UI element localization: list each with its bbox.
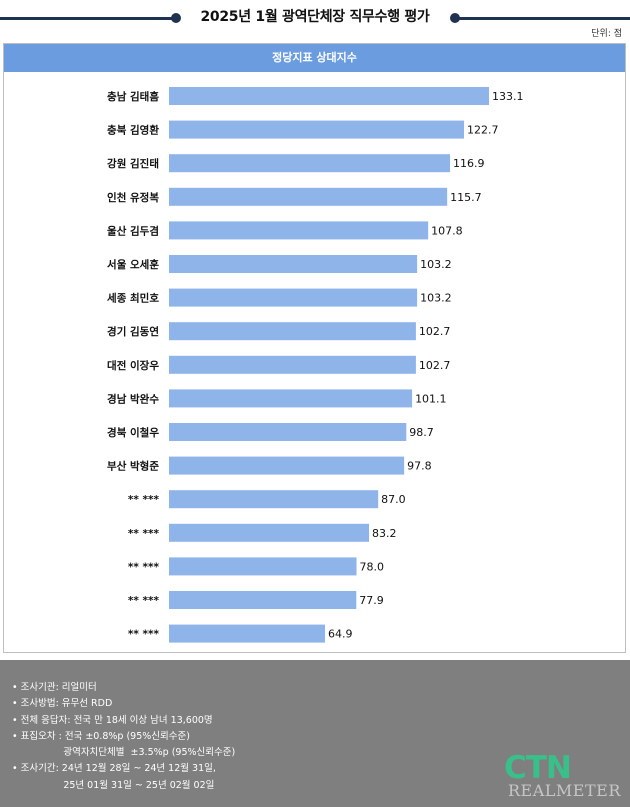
bar <box>169 288 418 307</box>
category-label: 인천 유정복 <box>107 191 159 204</box>
survey-notes: • 조사기관: 리얼미터 • 조사방법: 유무선 RDD • 전체 응답자: 전국 … <box>12 680 235 794</box>
bar <box>169 322 416 341</box>
category-label: 대전 이장우 <box>107 359 159 372</box>
bar <box>169 557 357 576</box>
category-label: ** *** <box>128 629 160 641</box>
value-label: 98.7 <box>409 426 434 439</box>
value-label: 78.0 <box>360 560 385 573</box>
title-rule-right <box>455 17 630 20</box>
category-label: 서울 오세훈 <box>107 258 159 271</box>
category-label: ** *** <box>128 528 160 540</box>
value-label: 83.2 <box>372 527 397 540</box>
bar <box>169 624 326 643</box>
category-label: 충남 김태흠 <box>107 90 159 103</box>
bar <box>169 423 407 441</box>
category-label: ** *** <box>128 561 160 573</box>
bar <box>169 120 464 139</box>
bar <box>169 87 489 105</box>
category-label: 경북 이철우 <box>107 426 159 439</box>
logo-main-text: CTN <box>504 750 572 786</box>
category-label: 울산 김두겸 <box>107 224 159 237</box>
value-label: 122.7 <box>467 124 499 137</box>
survey-note: 광역자치단체별 ±3.5%p (95%신뢰수준) <box>12 747 236 759</box>
survey-note: • 조사방법: 유무선 RDD <box>12 698 113 710</box>
category-label: 강원 김진태 <box>107 157 159 170</box>
value-label: 102.7 <box>419 325 451 338</box>
category-label: ** *** <box>128 595 160 607</box>
chart-panel: 정당지표 상대지수 충남 김태흠 133.1 충북 김영환 122.7 강원 김진태 11… <box>3 43 626 653</box>
value-label: 101.1 <box>415 392 447 405</box>
value-label: 102.7 <box>419 359 451 372</box>
value-label: 133.1 <box>492 90 524 103</box>
realmeter-logo: CTN REALMETER <box>498 750 623 802</box>
bar <box>169 456 405 475</box>
value-label: 103.2 <box>420 292 452 305</box>
value-label: 103.2 <box>420 258 452 271</box>
bar <box>169 355 416 374</box>
title-rule-dot-left <box>171 13 181 23</box>
bar-chart: 충남 김태흠 133.1 충북 김영환 122.7 강원 김진태 116.9 인천 유정복 1… <box>107 87 524 643</box>
bar <box>169 523 370 542</box>
category-label: 부산 박형준 <box>107 460 159 473</box>
title-rule-left <box>0 17 176 20</box>
bar <box>169 187 448 206</box>
bar <box>169 154 451 173</box>
survey-note: • 조사기관: 리얼미터 <box>12 682 97 693</box>
logo-sub-text: REALMETER <box>508 781 621 800</box>
survey-note: • 전체 응답자: 전국 만 18세 이상 남녀 13,600명 <box>12 714 213 726</box>
value-label: 87.0 <box>381 493 406 506</box>
bar <box>169 490 379 509</box>
category-label: 경기 김동연 <box>107 325 159 338</box>
value-label: 77.9 <box>359 594 384 607</box>
bar <box>169 389 413 408</box>
value-label: 115.7 <box>450 191 482 204</box>
category-label: 경남 박완수 <box>107 392 159 405</box>
bar <box>169 221 429 240</box>
page-title: 2025년 1월 광역단체장 직무수행 평가 <box>200 9 430 25</box>
footer-panel: • 조사기관: 리얼미터 • 조사방법: 유무선 RDD • 전체 응답자: 전국 … <box>0 660 630 807</box>
value-label: 116.9 <box>453 157 485 170</box>
chart-panel-header: 정당지표 상대지수 <box>4 44 625 72</box>
value-label: 97.8 <box>407 460 432 473</box>
category-label: ** *** <box>128 494 160 506</box>
unit-label: 단위: 점 <box>591 29 622 39</box>
bar <box>169 591 357 609</box>
value-label: 107.8 <box>431 224 463 237</box>
bar <box>169 255 418 273</box>
survey-note: • 조사기간: 24년 12월 28일 ~ 24년 12월 31일, <box>12 763 216 775</box>
survey-note: • 표집오차 : 전국 ±0.8%p (95%신뢰수준) <box>12 730 190 742</box>
value-label: 64.9 <box>328 628 353 641</box>
category-label: 세종 최민호 <box>107 292 159 305</box>
category-label: 충북 김영환 <box>107 124 159 137</box>
survey-note: 25년 01월 31일 ~ 25년 02월 02일 <box>12 779 215 791</box>
